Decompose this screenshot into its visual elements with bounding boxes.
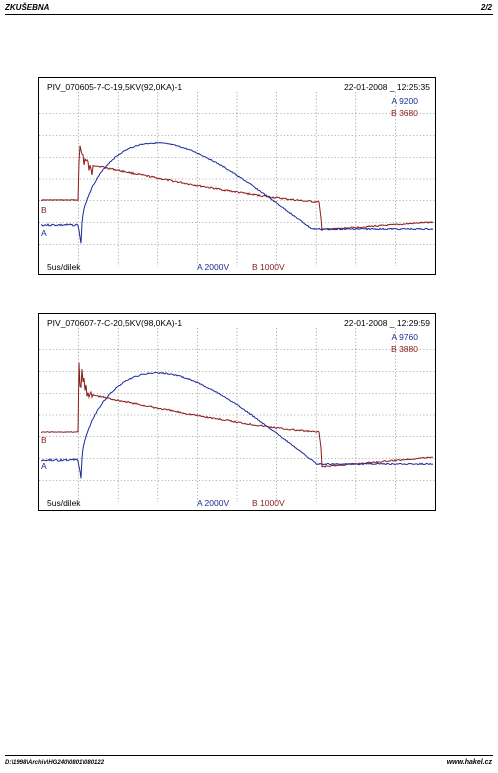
channel-a-marker: A [41,228,47,238]
footer-divider [5,755,493,756]
channel-a-marker: A [41,461,47,471]
channel-a-scale: A 2000V [197,262,230,272]
grid [39,328,435,502]
page-number: 2/2 [480,3,492,12]
channel-a-scale: A 2000V [197,498,230,508]
channel-a-waveform [41,371,434,479]
waveform-plot-1 [39,92,435,266]
grid [39,92,435,266]
channel-b-scale: B 1000V [252,498,285,508]
waveform-plot-2 [39,328,435,502]
channel-b-marker: B [41,435,47,445]
capture-timestamp: 22-01-2008 _ 12:25:35 [343,82,430,92]
channel-a-peak: A 9200 [391,96,418,106]
channel-b-scale: B 1000V [252,262,285,272]
header-divider [5,14,493,15]
oscilloscope-capture-1: PIV_070605-7-C-19,5KV(92,0KA)-1 22-01-20… [38,77,436,275]
channel-b-waveform [40,145,434,232]
website-link[interactable]: www.hakel.cz [446,759,492,766]
document-title: ZKUŠEBNA [5,3,50,12]
channel-b-peak: B 3880 [391,344,418,354]
capture-title: PIV_070605-7-C-19,5KV(92,0KA)-1 [47,82,183,92]
time-per-division: 5us/dilek [47,262,81,272]
oscilloscope-capture-2: PIV_070607-7-C-20,5KV(98,0KA)-1 22-01-20… [38,313,436,511]
time-per-division: 5us/dilek [47,498,81,508]
channel-b-peak: B 3680 [391,108,418,118]
channel-b-marker: B [41,205,47,215]
channel-a-waveform [40,141,434,244]
channel-a-peak: A 9760 [391,332,418,342]
capture-title: PIV_070607-7-C-20,5KV(98,0KA)-1 [47,318,183,328]
capture-timestamp: 22-01-2008 _ 12:29:59 [343,318,430,328]
archive-path: D:\1998\Archiv\HG240\0801\080122 [5,760,105,766]
